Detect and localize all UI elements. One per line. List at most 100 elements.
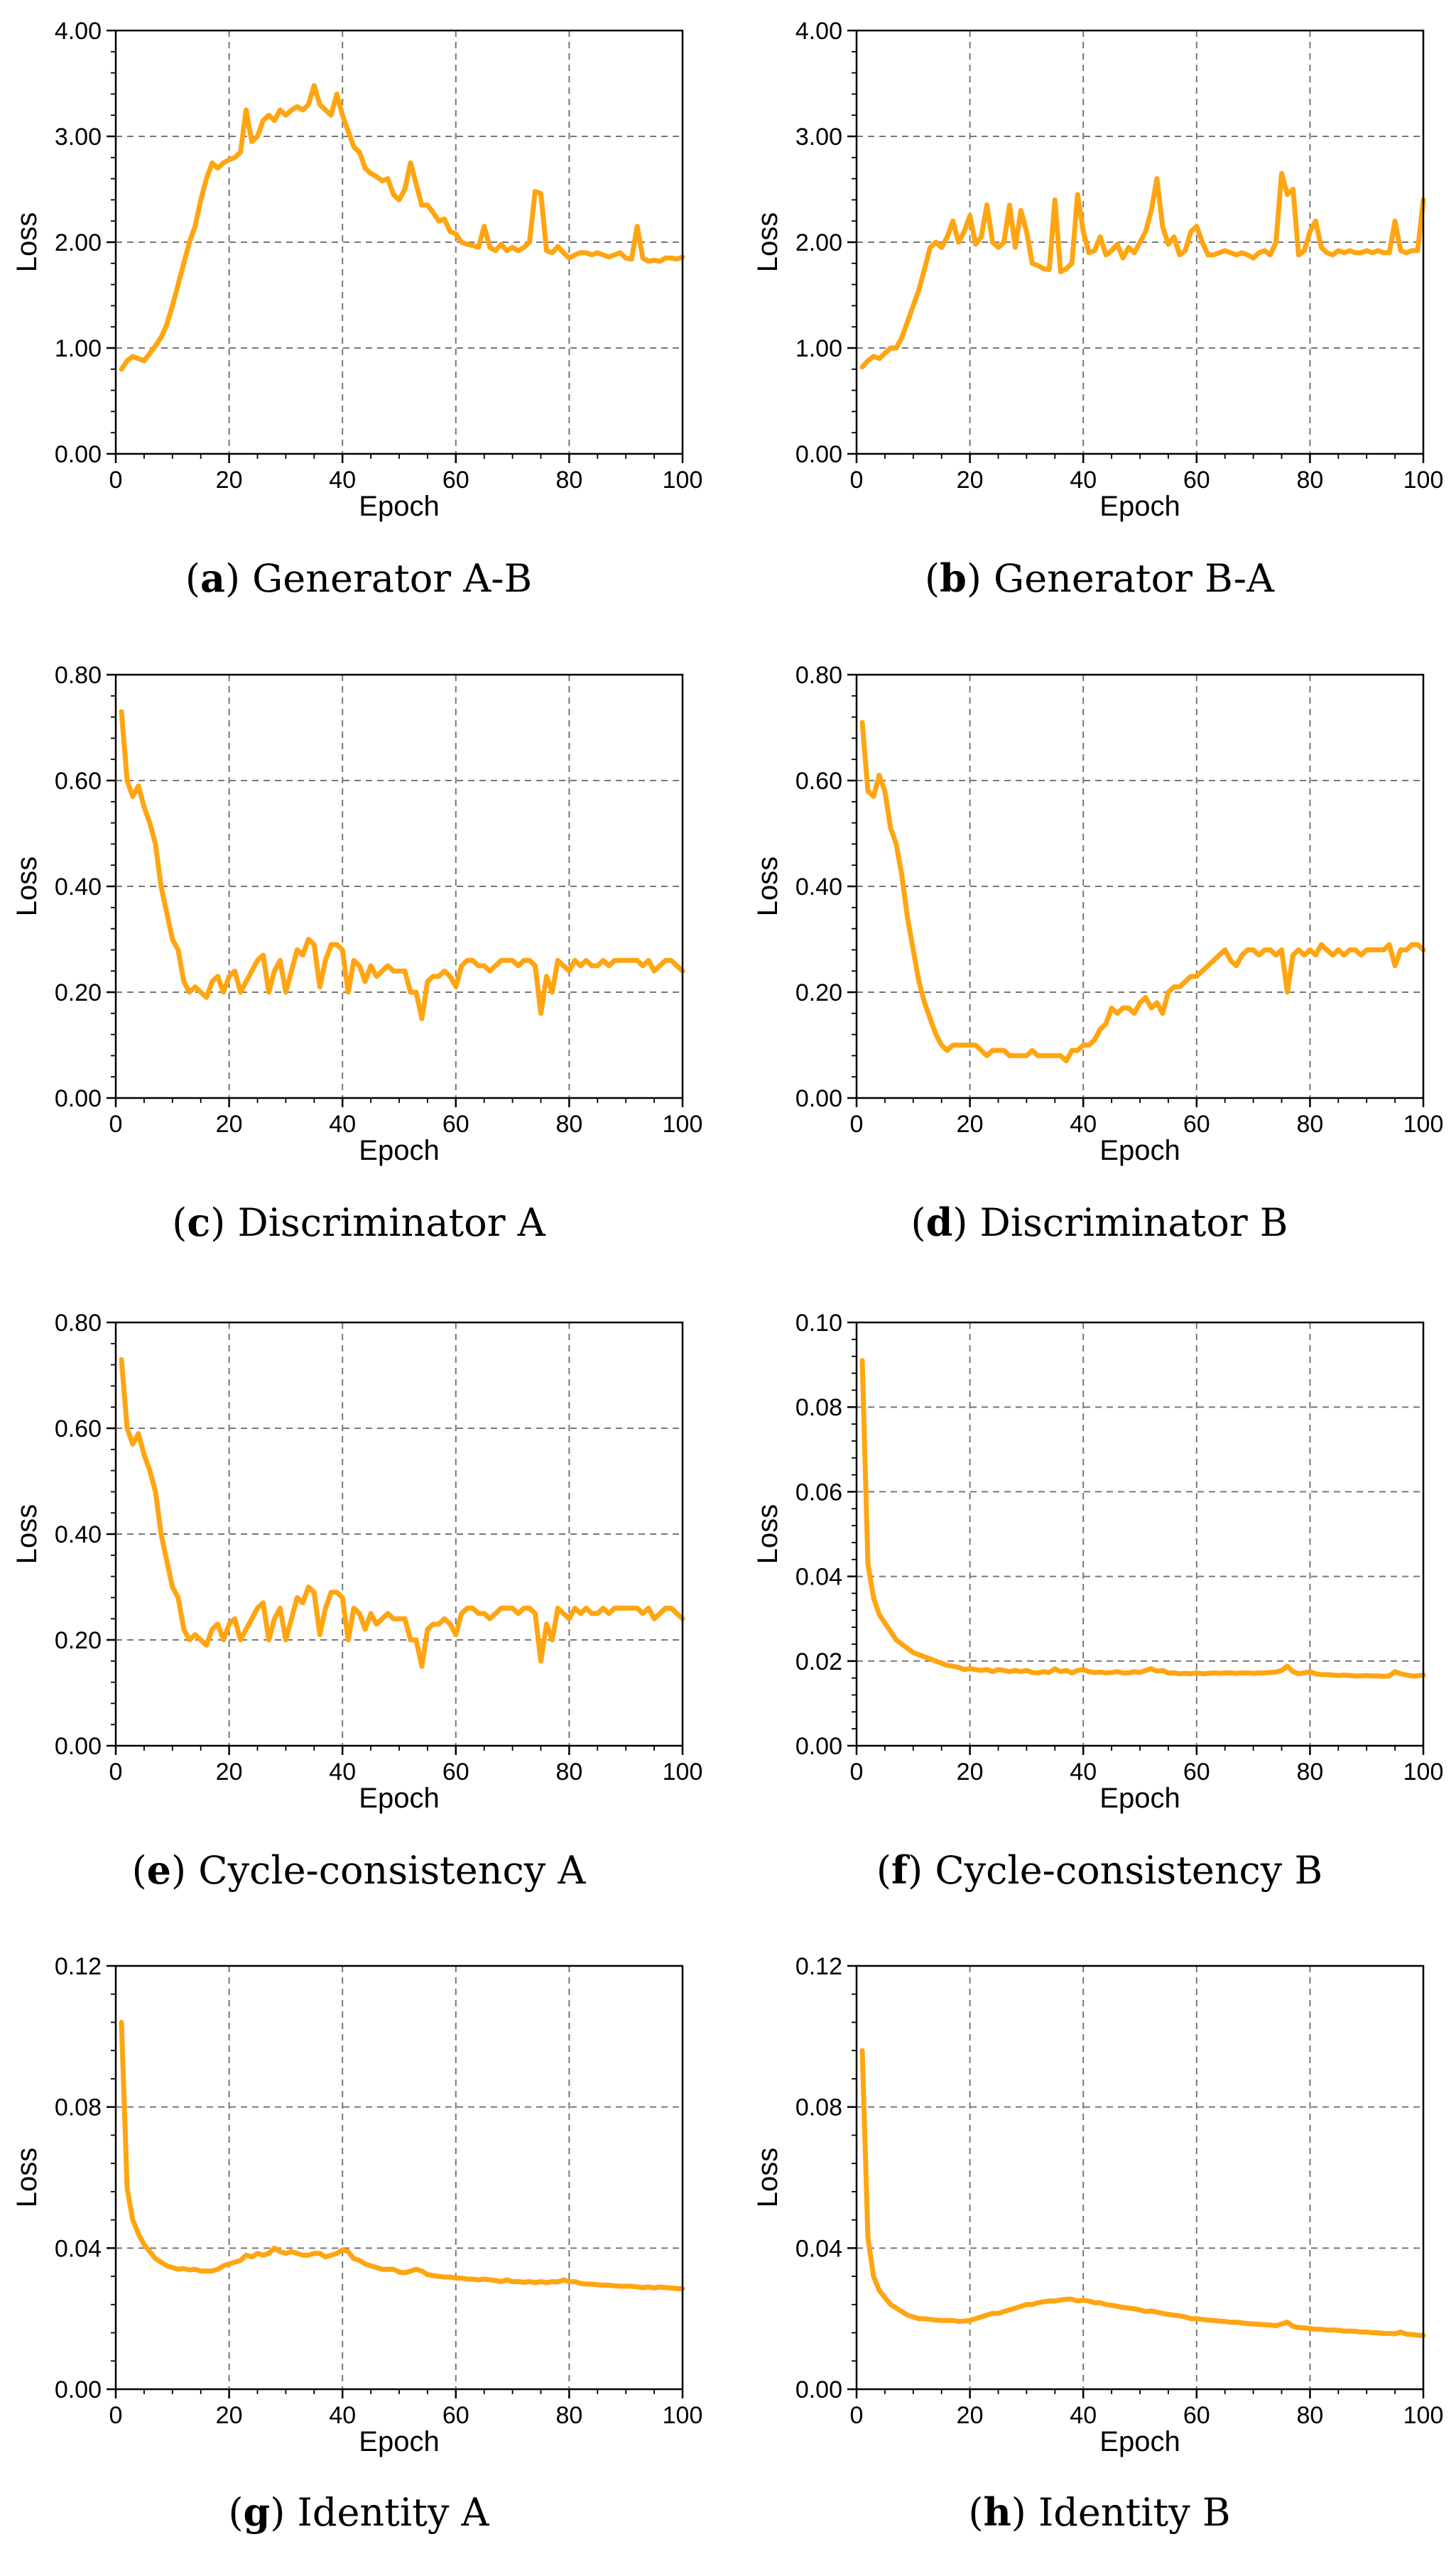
caption-letter: g <box>244 2489 271 2535</box>
y-tick-label: 0.20 <box>55 979 102 1006</box>
x-axis-label: Epoch <box>1099 1135 1180 1166</box>
y-tick-label: 0.00 <box>795 1733 842 1760</box>
panel-c: 0 20 40 60 80 100 0.00 0.20 0.40 0.60 0.80 Epoch Los… <box>11 662 702 1245</box>
series-line-b <box>859 170 1426 370</box>
x-tick-label: 0 <box>109 1111 123 1138</box>
series-line-f <box>859 1358 1426 1679</box>
caption-letter: d <box>926 1200 953 1245</box>
x-tick-label: 40 <box>1070 1111 1097 1138</box>
x-tick-label: 0 <box>850 1759 864 1786</box>
x-axis-label: Epoch <box>1099 2426 1180 2457</box>
y-tick-label: 0.12 <box>795 1953 842 1980</box>
y-tick-label: 0.80 <box>55 1310 102 1337</box>
x-axis-label: Epoch <box>359 491 439 522</box>
y-tick-label: 3.00 <box>795 124 842 151</box>
x-tick-label: 20 <box>957 1111 984 1138</box>
x-tick-label: 80 <box>555 2402 582 2429</box>
x-tick-label: 60 <box>1183 1111 1210 1138</box>
y-axis-label: Loss <box>11 857 43 917</box>
y-tick-label: 0.08 <box>795 1394 842 1421</box>
y-tick-label: 0.00 <box>55 1085 102 1112</box>
panel-caption: (d) Discriminator B <box>911 1200 1288 1245</box>
x-tick-label: 40 <box>329 2402 356 2429</box>
x-axis-label: Epoch <box>359 2426 439 2457</box>
caption-text: ) Cycle-consistency A <box>171 1848 586 1893</box>
x-tick-label: 100 <box>663 2402 703 2429</box>
x-tick-label: 20 <box>216 1111 243 1138</box>
x-tick-label: 0 <box>109 467 123 494</box>
plot-frame <box>114 29 684 455</box>
y-tick-label: 4.00 <box>795 18 842 45</box>
y-tick-label: 0.80 <box>795 662 842 689</box>
x-tick-label: 100 <box>663 1759 703 1786</box>
y-tick-label: 4.00 <box>55 18 102 45</box>
x-tick-label: 80 <box>555 1111 582 1138</box>
y-tick-label: 0.04 <box>795 1564 842 1591</box>
caption-letter: e <box>147 1847 171 1893</box>
caption-letter: f <box>891 1847 911 1893</box>
x-tick-label: 100 <box>1403 1759 1444 1786</box>
y-tick-label: 0.60 <box>55 1415 102 1442</box>
x-tick-label: 0 <box>109 1759 123 1786</box>
panel-caption: (f) Cycle-consistency B <box>876 1847 1322 1893</box>
x-tick-label: 60 <box>442 2402 469 2429</box>
x-tick-label: 20 <box>216 1759 243 1786</box>
x-axis-label: Epoch <box>359 1783 439 1814</box>
x-tick-label: 0 <box>109 2402 123 2429</box>
x-tick-label: 80 <box>1296 1111 1323 1138</box>
y-axis-label: Loss <box>11 1504 43 1565</box>
x-tick-label: 20 <box>957 1759 984 1786</box>
x-tick-label: 60 <box>1183 2402 1210 2429</box>
caption-text: ) Identity B <box>1011 2490 1231 2535</box>
x-tick-label: 80 <box>555 467 582 494</box>
x-tick-label: 40 <box>1070 2402 1097 2429</box>
y-tick-label: 0.20 <box>795 979 842 1006</box>
x-tick-label: 20 <box>216 467 243 494</box>
x-tick-label: 60 <box>442 1759 469 1786</box>
y-tick-label: 0.00 <box>795 441 842 468</box>
y-tick-label: 0.04 <box>55 2235 102 2262</box>
panel-b: 0 20 40 60 80 100 0.00 1.00 2.00 3.00 4.00 Epoch Los… <box>752 18 1443 601</box>
y-tick-label: 0.00 <box>795 2376 842 2403</box>
y-tick-label: 0.40 <box>795 874 842 901</box>
x-tick-label: 20 <box>216 2402 243 2429</box>
y-tick-label: 0.60 <box>55 768 102 795</box>
y-axis-label: Loss <box>752 1504 783 1565</box>
caption-letter: a <box>200 555 225 601</box>
caption-letter: h <box>983 2489 1011 2535</box>
y-tick-label: 1.00 <box>795 335 842 362</box>
y-axis-label: Loss <box>752 212 783 273</box>
y-tick-label: 3.00 <box>55 124 102 151</box>
caption-letter: c <box>187 1200 210 1245</box>
y-axis-label: Loss <box>11 2148 43 2208</box>
plot-frame <box>855 29 1425 455</box>
x-tick-label: 60 <box>442 467 469 494</box>
series-line-d <box>859 719 1426 1064</box>
y-axis-label: Loss <box>752 857 783 917</box>
y-tick-label: 0.00 <box>55 441 102 468</box>
panel-g: 0 20 40 60 80 100 0.00 0.04 0.08 0.12 Epoch Loss (g)… <box>11 1953 702 2535</box>
panel-d: 0 20 40 60 80 100 0.00 0.20 0.40 0.60 0.80 Epoch Los… <box>752 662 1443 1245</box>
x-tick-label: 40 <box>1070 467 1097 494</box>
x-tick-label: 40 <box>329 1759 356 1786</box>
x-tick-label: 100 <box>1403 1111 1444 1138</box>
x-tick-label: 60 <box>1183 467 1210 494</box>
y-tick-label: 0.04 <box>795 2235 842 2262</box>
plot-frame <box>114 673 684 1099</box>
y-tick-label: 0.02 <box>795 1648 842 1675</box>
x-tick-label: 20 <box>957 2402 984 2429</box>
caption-text: ) Generator B-A <box>967 556 1275 601</box>
panel-a: 0 20 40 60 80 100 0.00 1.00 2.00 3.00 4.00 Epoch Los… <box>11 18 702 601</box>
panel-e: 0 20 40 60 80 100 0.00 0.20 0.40 0.60 0.80 Epoch Los… <box>11 1310 702 1893</box>
y-axis-label: Loss <box>11 212 43 273</box>
x-tick-label: 80 <box>555 1759 582 1786</box>
plot-frame <box>855 673 1425 1099</box>
series-line-a <box>119 83 685 372</box>
x-tick-label: 20 <box>957 467 984 494</box>
caption-text: ) Identity A <box>270 2490 489 2535</box>
y-tick-label: 0.00 <box>55 1733 102 1760</box>
plot-frame <box>114 1964 684 2391</box>
x-tick-label: 40 <box>329 1111 356 1138</box>
panel-caption: (c) Discriminator A <box>172 1200 545 1245</box>
plot-frame <box>855 1321 1425 1747</box>
